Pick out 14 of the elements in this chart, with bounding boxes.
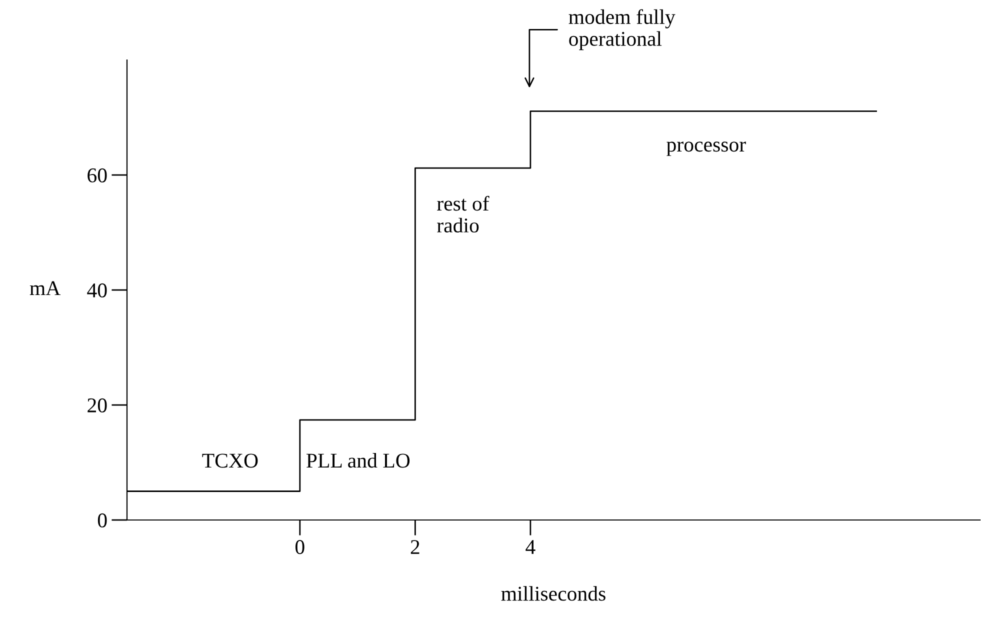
y-tick-label: 60 xyxy=(88,168,107,182)
annotation: rest of radio xyxy=(437,196,490,233)
y-tick-label: 40 xyxy=(87,283,107,298)
x-axis-title: milliseconds xyxy=(501,586,606,601)
y-tick-label: 0 xyxy=(98,513,107,528)
annotation: PLL and LO xyxy=(306,453,410,468)
x-tick-label: 4 xyxy=(526,540,536,554)
annotation: processor xyxy=(666,142,746,156)
text: modem fully operational xyxy=(568,9,676,50)
y-tick-label: 20 xyxy=(88,398,107,412)
x-tick-label: 2 xyxy=(410,540,420,554)
x-tick-label: 0 xyxy=(295,540,304,554)
annotation: TCXO xyxy=(202,454,258,468)
y-axis-title: mA xyxy=(30,281,61,296)
